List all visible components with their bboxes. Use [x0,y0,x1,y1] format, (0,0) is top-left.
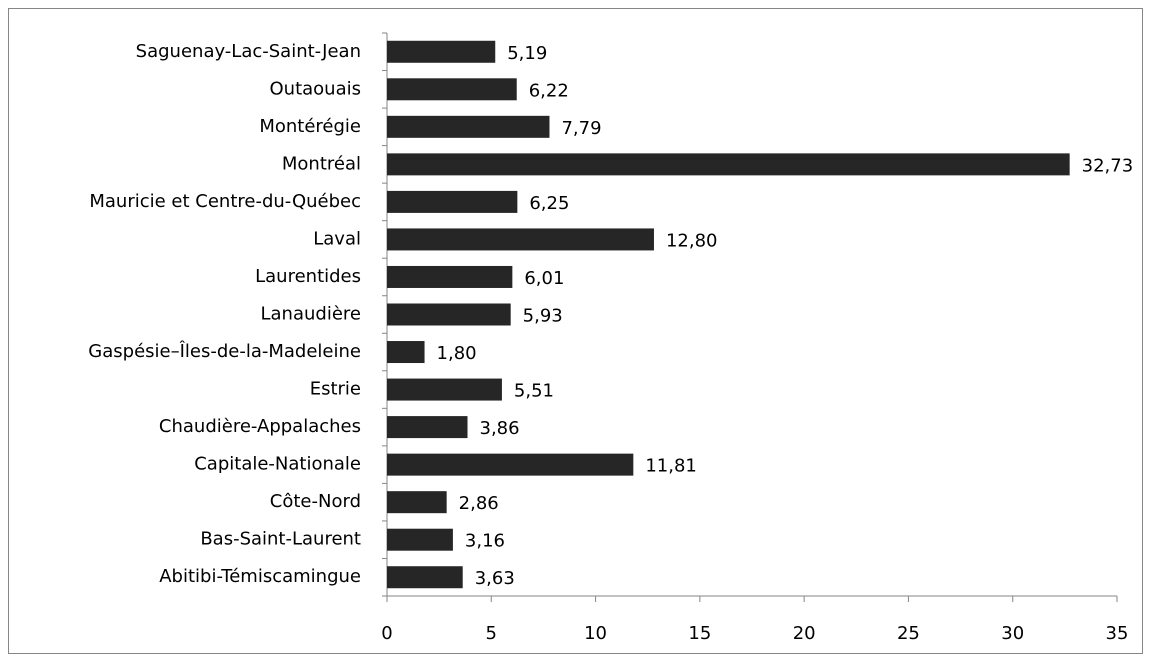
y-tick-label: Montérégie [259,116,361,137]
x-tick-label: 15 [688,623,711,644]
bar [387,40,496,63]
data-label: 6,25 [529,193,569,214]
y-tick-label: Mauricie et Centre-du-Québec [89,191,361,212]
bar [387,566,463,589]
x-tick-label: 0 [381,623,392,644]
y-tick-label: Outaouais [270,78,362,99]
y-tick-label: Abitibi-Témiscamingue [159,566,361,587]
data-label: 1,80 [437,343,477,364]
bar [387,228,654,251]
bar [387,78,517,101]
bar [387,303,511,326]
bar [387,528,453,551]
data-label: 11,81 [645,456,697,477]
bar [387,153,1070,176]
y-tick-label: Côte-Nord [270,491,361,512]
data-label: 5,93 [523,306,563,327]
data-label: 32,73 [1082,155,1134,176]
y-tick-label: Laurentides [255,266,361,287]
bar [387,491,447,514]
x-tick-label: 30 [1001,623,1024,644]
data-label: 3,16 [465,531,505,552]
bar [387,341,425,364]
y-tick-label: Laval [313,228,361,249]
data-label: 7,79 [561,118,601,139]
y-tick-label: Chaudière-Appalaches [159,416,361,437]
data-label: 5,51 [514,381,554,402]
bar [387,115,550,138]
x-tick-label: 5 [486,623,497,644]
bar [387,378,502,401]
bar [387,416,468,439]
x-tick-label: 35 [1106,623,1129,644]
x-tick-label: 20 [793,623,816,644]
y-tick-label: Montréal [282,153,361,174]
bar [387,265,513,288]
y-tick-label: Bas-Saint-Laurent [200,529,361,550]
y-tick-label: Lanaudière [261,304,362,325]
y-tick-label: Capitale-Nationale [194,454,361,475]
data-label: 3,63 [475,568,515,589]
data-label: 5,19 [507,43,547,64]
bar [387,453,634,476]
y-tick-label: Gaspésie–Îles-de-la-Madeleine [88,340,361,362]
data-label: 6,01 [524,268,564,289]
data-label: 6,22 [529,80,569,101]
y-tick-label: Saguenay-Lac-Saint-Jean [136,41,361,62]
data-label: 3,86 [480,418,520,439]
y-tick-label: Estrie [310,379,361,400]
data-label: 2,86 [459,493,499,514]
x-tick-label: 25 [897,623,920,644]
chart-frame [8,8,1143,654]
data-label: 12,80 [666,230,718,251]
bar [387,190,518,213]
x-tick-label: 10 [584,623,607,644]
